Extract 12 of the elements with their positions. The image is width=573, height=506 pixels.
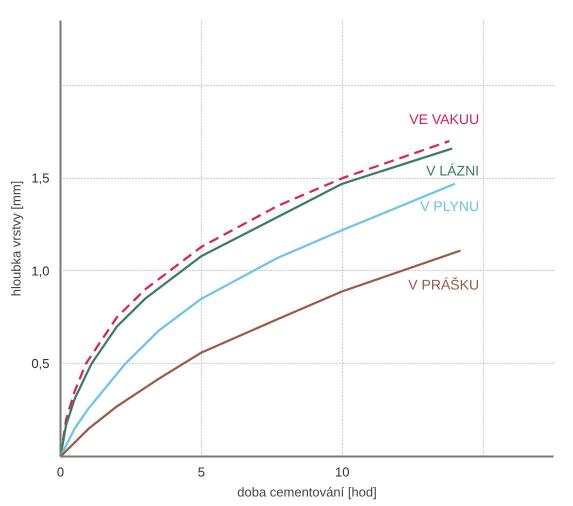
x-axis-title: doba cementování [hod] [237,484,377,500]
y-axis-title: hloubka vrstvy [mm] [8,180,24,296]
x-tick-label: 10 [334,464,350,480]
series-label: V PLYNU [420,198,480,214]
x-tick-label: 0 [56,464,64,480]
y-tick-label: 1,5 [31,170,50,186]
x-tick-label: 5 [198,464,205,480]
y-tick-label: 1,0 [31,263,50,278]
series-label: VE VAKUU [409,111,480,128]
series-label: V PRÁŠKU [408,276,480,293]
series-label: V LÁZNI [426,162,480,179]
y-tick-label: 0,5 [31,356,50,372]
